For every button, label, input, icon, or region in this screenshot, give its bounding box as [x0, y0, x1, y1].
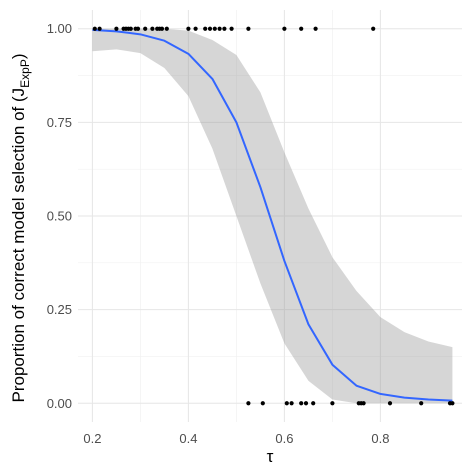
data-point: [207, 26, 213, 31]
confidence-ribbon: [92, 28, 453, 404]
x-tick-label: 0.4: [179, 431, 197, 446]
y-tick-label: 0.50: [47, 209, 72, 224]
x-tick-label: 0.6: [275, 431, 293, 446]
data-point: [387, 401, 393, 406]
data-point: [299, 401, 304, 406]
data-point: [282, 26, 287, 31]
y-tick-label: 0.00: [47, 396, 72, 411]
x-tick-label: 0.8: [371, 431, 389, 446]
x-axis-title: τ: [267, 447, 274, 466]
data-point: [419, 401, 424, 406]
data-point: [260, 401, 265, 406]
x-tick-label: 0.2: [83, 431, 101, 446]
data-points: [92, 26, 455, 406]
data-point: [303, 401, 309, 406]
x-tick-labels: 0.2 0.4 0.6 0.8: [83, 431, 389, 446]
data-point: [299, 26, 304, 31]
data-point: [450, 401, 455, 406]
y-axis-title-main: Proportion of correct model selection of…: [9, 88, 28, 403]
data-point: [222, 26, 227, 31]
data-point: [193, 26, 198, 31]
data-point: [361, 401, 366, 406]
y-axis-title: Proportion of correct model selection of…: [9, 53, 32, 402]
data-point: [217, 26, 222, 31]
data-point: [246, 401, 251, 406]
y-axis-title-subscript: ExpP: [18, 59, 32, 88]
data-point: [311, 401, 316, 406]
data-point: [164, 26, 169, 31]
data-point: [114, 26, 119, 31]
data-point: [97, 26, 102, 31]
fitted-curve: [92, 28, 453, 402]
data-point: [159, 26, 165, 31]
data-point: [143, 26, 148, 31]
data-point: [229, 26, 234, 31]
data-point: [371, 26, 376, 31]
confidence-band: [92, 28, 453, 404]
data-point: [330, 401, 335, 406]
data-point: [128, 26, 133, 31]
smooth-line: [92, 28, 453, 402]
data-point: [203, 26, 208, 31]
data-point: [186, 26, 191, 31]
y-tick-label: 0.75: [47, 115, 72, 130]
y-axis-title-end: ): [9, 53, 28, 59]
data-point: [212, 26, 217, 31]
y-tick-label: 0.25: [47, 302, 72, 317]
data-point: [313, 26, 318, 31]
data-point: [246, 26, 251, 31]
data-point: [92, 26, 97, 31]
data-point: [284, 401, 289, 406]
data-point: [150, 26, 155, 31]
y-tick-label: 1.00: [47, 21, 72, 36]
y-tick-labels: 0.00 0.25 0.50 0.75 1.00: [47, 21, 72, 411]
data-point: [289, 401, 294, 406]
data-point: [135, 26, 141, 31]
